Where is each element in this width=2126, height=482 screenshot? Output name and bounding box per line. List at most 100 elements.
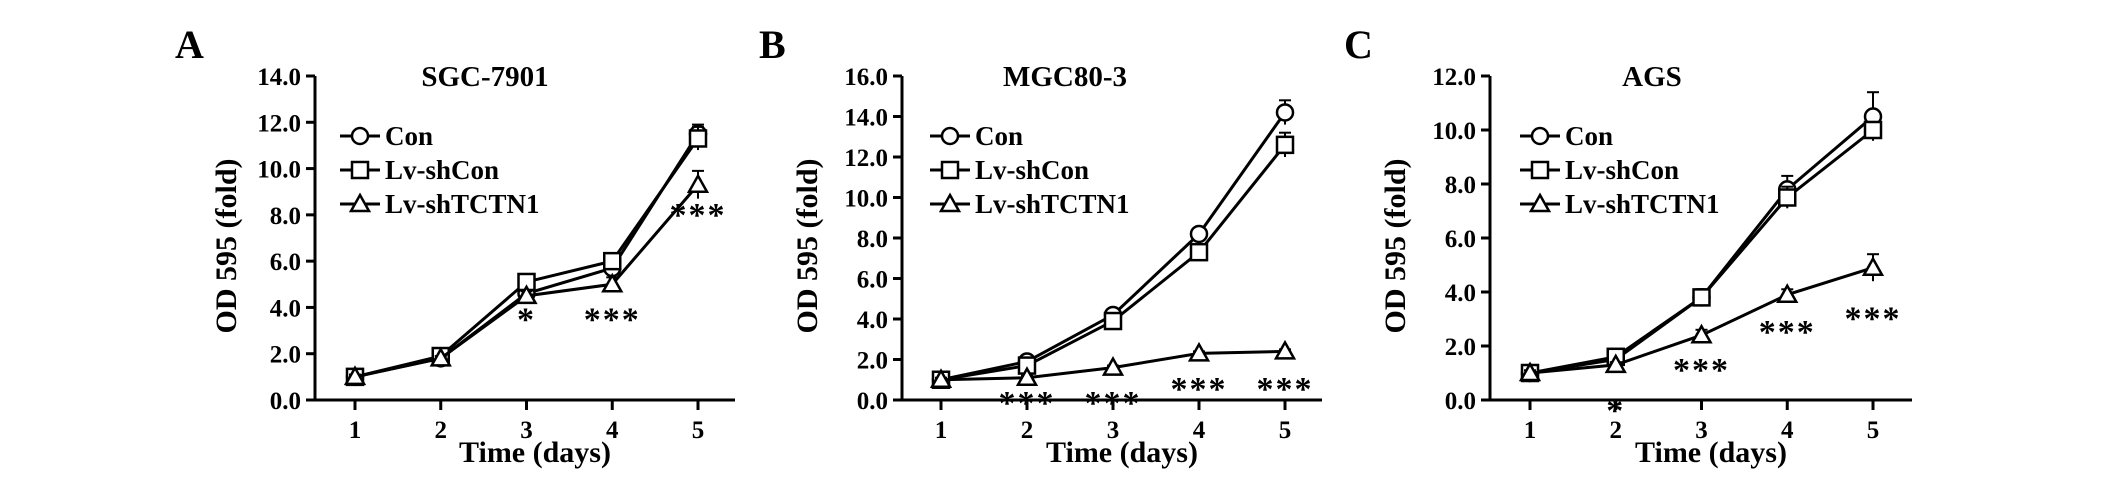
y-tick-label: 10.0 — [1432, 118, 1476, 145]
significance-label: * — [517, 301, 536, 338]
panel-letter: B — [759, 22, 786, 67]
data-point-triangle — [1101, 356, 1125, 376]
legend-item: Lv-shCon — [340, 155, 499, 185]
y-tick-label: 12.0 — [257, 110, 301, 137]
data-point-triangle — [1861, 256, 1885, 276]
x-axis-label: Time (days) — [1046, 436, 1198, 469]
significance-label: *** — [670, 197, 727, 234]
series-lv-shtctn1 — [343, 169, 710, 386]
chart-panel-a: A SGC-7901 0.0 2.0 4.0 6.0 8.0 10.0 12.0 14.0 1 2 3 4… — [175, 22, 735, 469]
significance-label: *** — [1171, 371, 1228, 408]
data-point-triangle — [686, 173, 710, 194]
y-axis-label: OD 595 (fold) — [210, 159, 243, 334]
x-tick-label: 2 — [435, 417, 448, 444]
x-tick-label: 4 — [1193, 417, 1206, 444]
x-tick-label: 4 — [1781, 417, 1794, 444]
y-tick-label: 2.0 — [1445, 334, 1476, 361]
x-tick-label: 4 — [606, 417, 619, 444]
x-tick-label: 2 — [1610, 417, 1623, 444]
x-tick-label: 3 — [520, 417, 533, 444]
x-tick-label: 5 — [692, 417, 705, 444]
y-tick-label: 6.0 — [270, 249, 301, 276]
y-tick-label: 10.0 — [844, 186, 888, 213]
legend-label: Con — [385, 121, 433, 151]
data-point-square — [688, 129, 708, 148]
legend-label: Lv-shCon — [975, 155, 1089, 185]
legend-item: Con — [930, 121, 1023, 151]
x-tick-label: 1 — [349, 417, 362, 444]
legend-label: Lv-shTCTN1 — [385, 189, 540, 219]
x-tick-label: 1 — [935, 417, 948, 444]
y-axis-label: OD 595 (fold) — [791, 159, 824, 334]
y-tick-label: 0.0 — [1445, 388, 1476, 415]
data-point-square — [603, 251, 622, 271]
legend-item: Lv-shCon — [1520, 155, 1679, 185]
legend-marker-triangle — [938, 192, 962, 213]
x-tick-label: 5 — [1279, 417, 1292, 444]
legend-label: Lv-shTCTN1 — [1565, 189, 1720, 219]
data-point-triangle — [1518, 361, 1542, 382]
legend-item: Con — [1520, 121, 1613, 151]
legend-item: Lv-shTCTN1 — [340, 189, 540, 219]
data-point-triangle — [1015, 366, 1039, 386]
x-tick-label: 3 — [1695, 417, 1708, 444]
legend-marker-square — [940, 160, 960, 180]
significance-label: *** — [1085, 385, 1142, 422]
data-point-triangle — [343, 365, 367, 386]
significance-label: * — [1606, 392, 1625, 429]
legend-label: Con — [975, 121, 1023, 151]
panel-title: AGS — [1622, 61, 1682, 93]
legend-item: Lv-shTCTN1 — [1520, 189, 1720, 219]
significance-label: *** — [999, 385, 1056, 422]
y-tick-label: 12.0 — [844, 145, 888, 172]
series-line — [940, 111, 1287, 382]
data-point-square — [1778, 188, 1797, 207]
data-point-square — [1692, 288, 1711, 307]
data-point-circle — [1189, 224, 1209, 244]
chart-panel-b: B MGC80-3 0.0 2.0 4.0 6.0 8.0 10.0 12.0 14.0 16.0 1… — [759, 22, 1322, 469]
y-tick-label: 8.0 — [1445, 172, 1476, 199]
y-tick-label: 0.0 — [857, 388, 888, 415]
panel-letter: C — [1344, 22, 1373, 67]
data-point-triangle — [1273, 339, 1297, 360]
y-tick-label: 10.0 — [257, 157, 301, 184]
legend-marker-circle — [1530, 126, 1550, 146]
legend-marker-square — [1530, 160, 1550, 180]
y-tick-label: 8.0 — [857, 226, 888, 253]
legend-label: Lv-shTCTN1 — [975, 189, 1130, 219]
legend-marker-triangle — [1528, 192, 1552, 213]
significance-label: *** — [1759, 314, 1816, 351]
panel-letter: A — [175, 22, 204, 67]
panel-title: MGC80-3 — [1003, 61, 1127, 93]
x-tick-label: 5 — [1867, 417, 1880, 444]
legend-label: Lv-shCon — [1565, 155, 1679, 185]
legend-label: Lv-shCon — [385, 155, 499, 185]
data-point-triangle — [429, 346, 452, 367]
series-lv-shtctn1 — [929, 339, 1297, 388]
series-lv-shtctn1 — [1518, 253, 1885, 382]
y-tick-label: 14.0 — [844, 105, 888, 132]
significance-label: *** — [1257, 371, 1314, 408]
chart-panel-c: C AGS 0.0 2.0 4.0 6.0 8.0 10.0 12.0 1 2 3 4 5 Time (da… — [1344, 22, 1912, 469]
y-tick-label: 6.0 — [857, 267, 888, 294]
y-tick-label: 4.0 — [270, 295, 301, 322]
data-point-triangle — [1187, 341, 1211, 362]
legend-label: Con — [1565, 121, 1613, 151]
legend-marker-circle — [940, 126, 960, 146]
x-tick-label: 1 — [1524, 417, 1537, 444]
data-point-circle — [1275, 103, 1295, 122]
legend-marker-circle — [350, 126, 370, 146]
y-tick-label: 0.0 — [270, 388, 301, 415]
data-point-triangle — [515, 284, 538, 305]
data-point-triangle — [929, 368, 953, 388]
y-tick-label: 14.0 — [257, 64, 301, 91]
legend-item: Lv-shTCTN1 — [930, 189, 1130, 219]
data-point-square — [1275, 135, 1295, 155]
data-point-triangle — [1604, 353, 1627, 374]
x-tick-label: 3 — [1107, 417, 1120, 444]
legend-marker-triangle — [348, 192, 372, 213]
data-point-triangle — [601, 272, 624, 293]
data-point-triangle — [1690, 323, 1713, 344]
y-tick-label: 6.0 — [1445, 226, 1476, 253]
